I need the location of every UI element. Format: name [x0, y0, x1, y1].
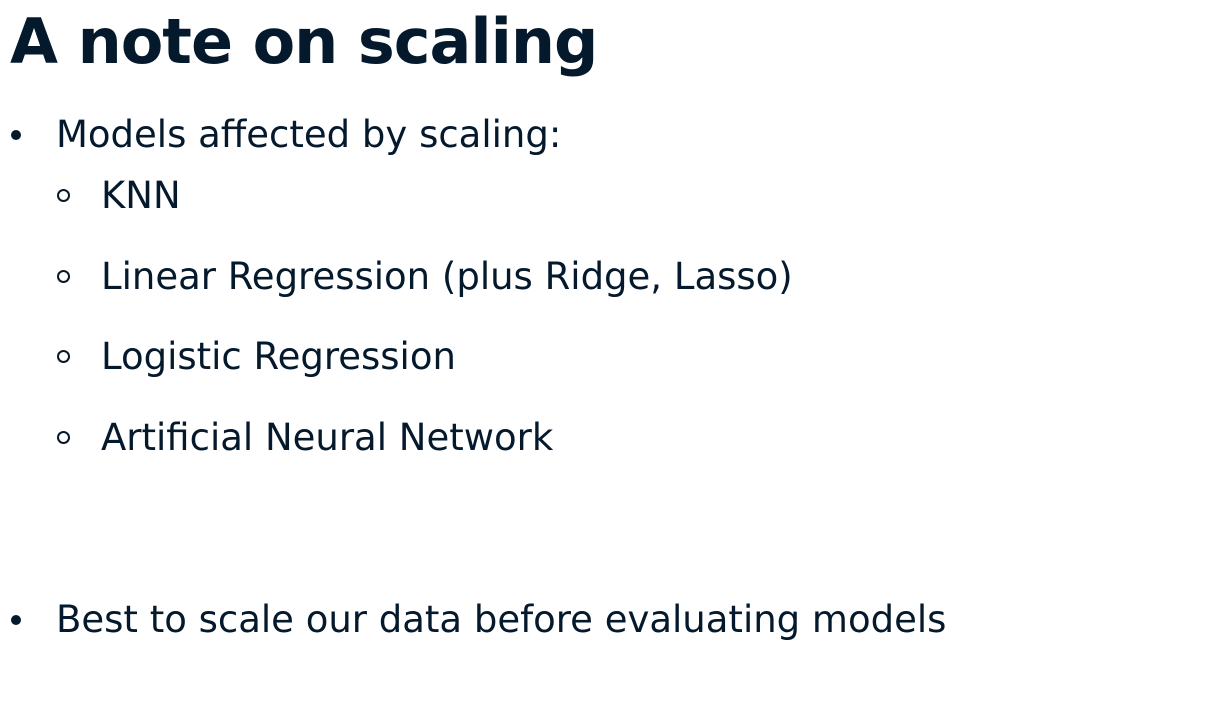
- bullet-dot: [11, 615, 21, 625]
- sub-bullet-circle: [57, 189, 70, 202]
- sub-bullet-item: Artificial Neural Network: [101, 416, 554, 459]
- bullet-item: Best to scale our data before evaluating…: [56, 598, 947, 641]
- bullet-dot: [11, 130, 21, 140]
- sub-bullet-item: Logistic Regression: [101, 335, 456, 378]
- slide-title: A note on scaling: [10, 5, 598, 78]
- sub-bullet-circle: [57, 431, 70, 444]
- bullet-item: Models affected by scaling:: [56, 113, 562, 156]
- sub-bullet-item: KNN: [101, 174, 181, 217]
- sub-bullet-circle: [57, 350, 70, 363]
- sub-bullet-circle: [57, 270, 70, 283]
- sub-bullet-item: Linear Regression (plus Ridge, Lasso): [101, 255, 793, 298]
